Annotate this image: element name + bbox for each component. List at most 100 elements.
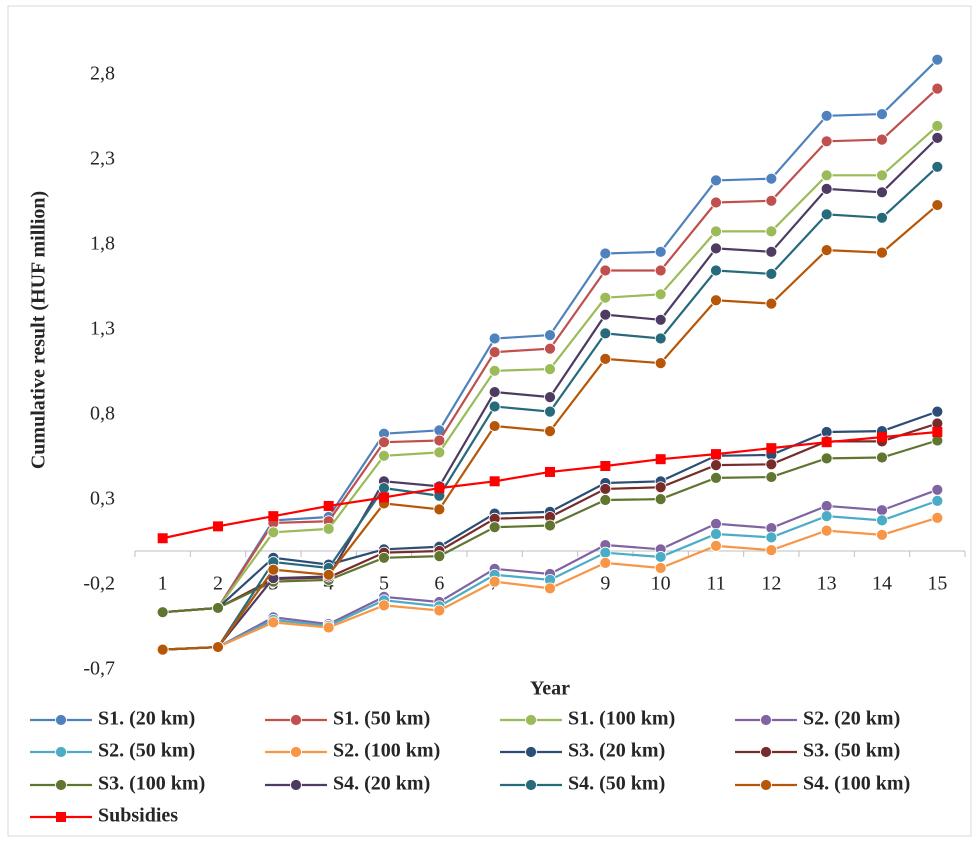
- data-point: [488, 386, 501, 398]
- legend-label: S2. (20 km): [803, 708, 900, 730]
- data-point: [322, 621, 335, 634]
- data-point: [267, 526, 280, 539]
- data-point: [157, 533, 168, 544]
- data-point: [820, 182, 833, 195]
- data-point: [544, 342, 556, 355]
- data-point: [267, 563, 280, 576]
- data-point: [433, 503, 446, 516]
- y-tick-label: 2,3: [90, 148, 115, 170]
- data-point: [931, 199, 944, 211]
- data-point: [378, 449, 390, 462]
- data-point: [489, 476, 500, 487]
- x-tick-label: 10: [651, 573, 671, 595]
- data-point: [599, 291, 612, 304]
- data-point: [156, 606, 169, 619]
- data-point: [876, 186, 888, 199]
- data-point: [765, 471, 778, 483]
- data-point: [378, 551, 390, 564]
- data-point: [654, 562, 667, 574]
- data-point: [765, 458, 778, 471]
- data-point: [765, 194, 778, 207]
- legend-marker: [56, 812, 66, 822]
- data-point: [323, 500, 334, 511]
- data-point: [654, 288, 667, 301]
- data-point: [876, 528, 888, 541]
- data-point: [654, 481, 667, 494]
- y-tick-label: 0,8: [90, 403, 115, 425]
- legend-label: S1. (20 km): [98, 708, 195, 730]
- y-tick-label: -0,7: [83, 658, 115, 680]
- x-tick-label: 13: [817, 573, 837, 595]
- x-axis-title: Year: [530, 678, 570, 700]
- data-point: [655, 454, 666, 465]
- data-point: [765, 267, 778, 280]
- data-point: [544, 405, 556, 418]
- legend-label: S4. (100 km): [803, 773, 910, 795]
- data-point: [710, 471, 722, 484]
- data-point: [433, 550, 446, 562]
- legend-marker: [290, 714, 302, 726]
- legend-marker: [760, 746, 772, 758]
- data-point: [932, 427, 943, 437]
- data-point: [820, 169, 833, 182]
- data-point: [820, 135, 833, 148]
- y-tick-label: 1,3: [90, 318, 115, 340]
- data-point: [820, 109, 833, 122]
- data-point: [488, 332, 501, 345]
- data-point: [711, 449, 721, 460]
- data-point: [931, 120, 944, 132]
- x-tick-label: 1: [158, 573, 168, 595]
- data-point: [654, 332, 667, 345]
- data-point: [710, 264, 722, 277]
- data-point: [379, 492, 389, 503]
- data-point: [710, 174, 722, 187]
- data-point: [213, 521, 223, 532]
- data-point: [765, 245, 778, 258]
- data-point: [544, 519, 556, 532]
- data-point: [710, 540, 722, 552]
- legend-label: S2. (50 km): [98, 740, 195, 762]
- data-point: [599, 494, 612, 506]
- x-tick-label: 11: [706, 573, 725, 595]
- data-point: [599, 247, 612, 260]
- data-point: [710, 528, 722, 540]
- y-tick-label: 2,8: [90, 63, 115, 85]
- data-point: [322, 523, 335, 535]
- data-point: [765, 172, 778, 185]
- data-point: [876, 451, 888, 464]
- legend-label: S3. (50 km): [803, 740, 900, 762]
- data-point: [599, 483, 612, 495]
- data-point: [820, 244, 833, 257]
- data-point: [378, 482, 390, 495]
- legend-label: S4. (20 km): [333, 773, 430, 795]
- data-point: [488, 521, 501, 534]
- data-point: [268, 511, 279, 522]
- x-tick-label: 15: [927, 573, 947, 595]
- data-point: [821, 437, 832, 448]
- legend-label: Subsidies: [98, 805, 178, 827]
- legend-marker: [525, 779, 537, 791]
- data-point: [544, 363, 556, 376]
- x-tick-label: 2: [213, 573, 223, 595]
- data-point: [876, 133, 888, 146]
- legend-label: S1. (50 km): [333, 708, 430, 730]
- data-point: [433, 434, 446, 447]
- data-point: [600, 461, 611, 471]
- data-point: [488, 400, 501, 413]
- data-point: [654, 493, 667, 506]
- data-point: [322, 568, 335, 581]
- data-point: [765, 531, 778, 544]
- data-point: [599, 557, 612, 569]
- y-tick-label: -0,2: [83, 573, 115, 595]
- data-point: [766, 443, 777, 454]
- data-point: [599, 308, 612, 321]
- data-point: [488, 346, 501, 359]
- data-point: [544, 329, 556, 342]
- data-point: [654, 551, 667, 563]
- legend-label: S2. (100 km): [333, 740, 440, 762]
- legend-marker: [55, 779, 67, 791]
- data-point: [544, 391, 556, 404]
- y-tick-label: 0,3: [90, 488, 115, 510]
- data-point: [876, 246, 888, 259]
